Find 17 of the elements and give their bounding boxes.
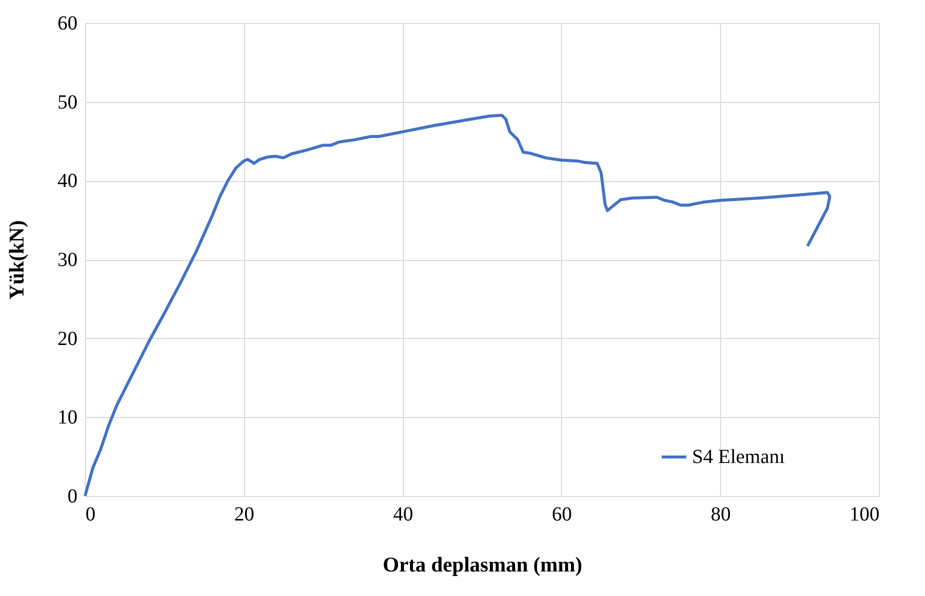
x-axis-title: Orta deplasman (mm)	[382, 552, 582, 576]
x-tick-label: 80	[710, 504, 731, 526]
y-tick-label: 40	[58, 170, 78, 192]
line-series	[84, 114, 832, 498]
y-tick-label: 0	[68, 486, 78, 508]
y-tick-label: 30	[58, 249, 78, 271]
x-tick-label: 60	[552, 504, 572, 526]
x-tick-label: 100	[850, 504, 880, 526]
y-tick-label: 20	[58, 328, 78, 350]
y-axis-title: Yük(kN)	[4, 220, 28, 300]
x-tick-label: 40	[393, 504, 414, 526]
y-tick-label: 50	[58, 91, 78, 114]
x-tick-label: 20	[234, 504, 254, 526]
y-tick-label: 10	[58, 406, 78, 429]
y-tick-label: 60	[58, 12, 78, 34]
x-tick-label: 0	[86, 504, 96, 526]
legend-label: S4 Elemanı	[692, 446, 786, 468]
